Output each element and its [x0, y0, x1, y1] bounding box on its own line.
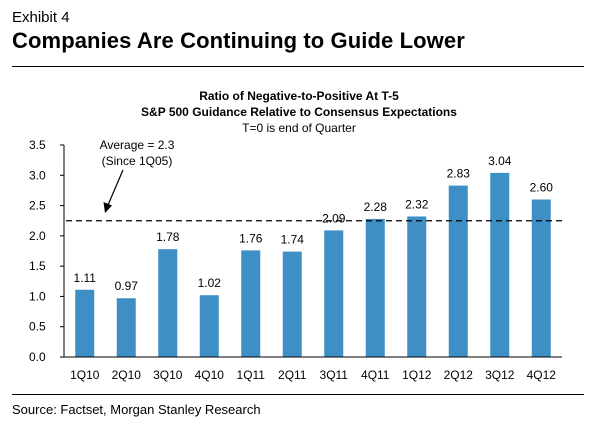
- x-tick-label: 2Q10: [112, 368, 142, 382]
- bar-value-labels: 1.11 0.97 1.78 1.02 1.76 1.74 2.09 2.28 2.32 2.83…: [74, 154, 554, 293]
- bar-value-label: 2.09: [322, 211, 346, 225]
- bar-value-label: 1.02: [198, 276, 222, 290]
- bar-4Q10: [199, 295, 219, 357]
- bar-value-label: 3.04: [488, 154, 512, 168]
- chart-note: T=0 is end of Quarter: [242, 121, 356, 135]
- bar-4Q11: [365, 218, 385, 357]
- x-tick-label: 1Q10: [70, 368, 100, 382]
- bar-1Q12: [407, 216, 427, 357]
- exhibit-label: Exhibit 4: [12, 9, 70, 26]
- x-tick-label: 1Q12: [402, 368, 432, 382]
- source-note: Source: Factset, Morgan Stanley Research: [12, 402, 261, 417]
- y-tick-label: 0.0: [29, 350, 46, 364]
- average-reference: Average = 2.3 (Since 1Q05): [66, 138, 562, 222]
- page-title: Companies Are Continuing to Guide Lower: [12, 28, 465, 53]
- y-tick-label: 2.0: [29, 229, 46, 243]
- chart-subtitle: S&P 500 Guidance Relative to Consensus E…: [141, 105, 457, 119]
- bar-value-label: 0.97: [115, 279, 139, 293]
- bottom-divider: [12, 394, 584, 395]
- bar-value-label: 1.76: [239, 231, 263, 245]
- average-label: Average = 2.3: [100, 138, 175, 152]
- bar-value-label: 1.78: [156, 230, 180, 244]
- x-tick-label: 4Q10: [195, 368, 225, 382]
- x-tick-label: 2Q11: [278, 368, 307, 382]
- top-divider: [12, 66, 584, 67]
- bar-value-label: 1.11: [74, 271, 97, 285]
- bar-value-label: 2.32: [405, 197, 429, 211]
- bar-3Q10: [158, 249, 178, 357]
- chart-title: Ratio of Negative-to-Positive At T-5: [199, 89, 399, 103]
- x-tick-label: 4Q11: [361, 368, 390, 382]
- bar-value-label: 2.60: [530, 181, 554, 195]
- x-axis: 1Q10 2Q10 3Q10 4Q10 1Q11 2Q11 3Q11 4Q11 1Q12 2Q12…: [64, 356, 562, 382]
- bar-value-label: 2.28: [364, 200, 388, 214]
- bar-3Q11: [324, 230, 344, 357]
- x-tick-label: 3Q11: [320, 368, 349, 382]
- bar-2Q11: [282, 251, 302, 357]
- y-tick-label: 0.5: [29, 320, 46, 334]
- average-period-label: (Since 1Q05): [102, 154, 173, 168]
- bar-2Q10: [116, 298, 136, 357]
- bar-3Q12: [490, 172, 510, 357]
- y-tick-label: 2.5: [29, 199, 46, 213]
- y-tick-label: 3.0: [29, 168, 46, 182]
- x-tick-label: 4Q12: [527, 368, 557, 382]
- bar-value-label: 1.74: [281, 233, 305, 247]
- y-tick-label: 3.5: [29, 138, 46, 152]
- bars: [75, 172, 551, 357]
- bar-4Q12: [531, 199, 551, 357]
- bar-2Q12: [448, 185, 468, 357]
- bar-1Q10: [75, 289, 95, 357]
- y-tick-label: 1.0: [29, 289, 46, 303]
- x-tick-label: 3Q10: [153, 368, 183, 382]
- y-axis: 0.0 0.5 1.0 1.5 2.0 2.5 3.0 3.5: [29, 138, 65, 364]
- x-tick-label: 3Q12: [485, 368, 515, 382]
- y-tick-label: 1.5: [29, 259, 46, 273]
- bar-1Q11: [241, 250, 261, 357]
- average-arrow: [103, 169, 124, 213]
- x-tick-label: 2Q12: [444, 368, 474, 382]
- bar-value-label: 2.83: [447, 167, 471, 181]
- x-tick-label: 1Q11: [237, 368, 266, 382]
